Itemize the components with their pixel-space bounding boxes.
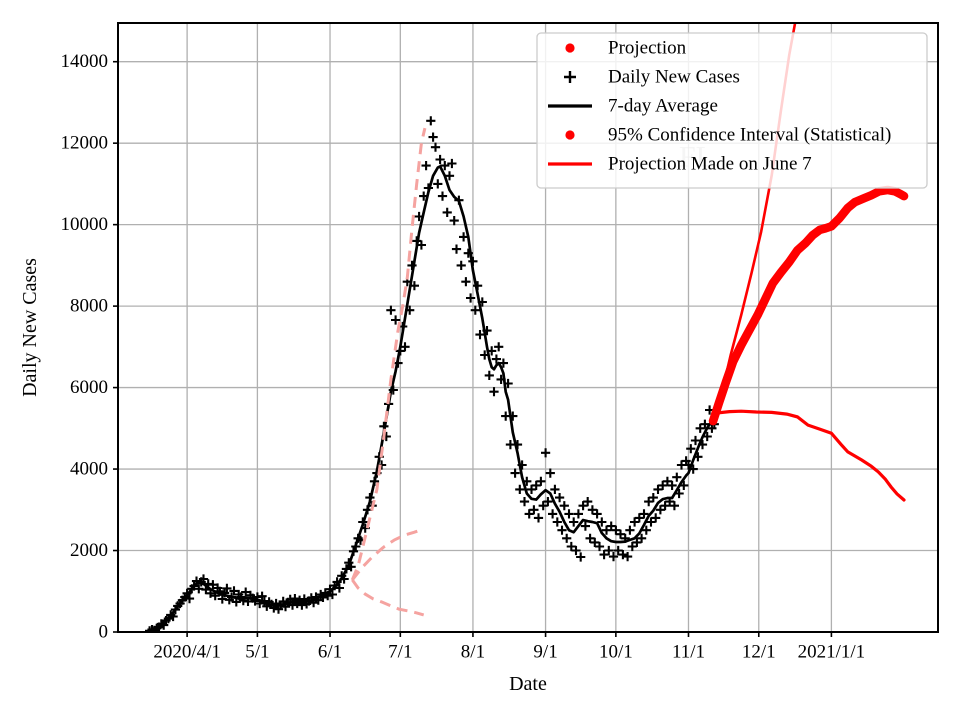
y-tick-label-5: 10000	[61, 214, 109, 235]
y-tick-label-6: 12000	[61, 133, 109, 154]
x-tick-label-2: 6/1	[318, 642, 342, 663]
legend-label-2: 7-day Average	[608, 96, 718, 117]
legend-dot-marker	[565, 130, 575, 140]
y-tick-label-1: 2000	[70, 540, 108, 561]
x-tick-label-5: 9/1	[533, 642, 557, 663]
ci-lower-line	[711, 409, 906, 502]
june7-projection-mid-line	[351, 527, 425, 581]
x-tick-label-6: 10/1	[599, 642, 633, 663]
y-tick-label-2: 4000	[70, 459, 108, 480]
legend-label-3: 95% Confidence Interval (Statistical)	[608, 125, 891, 146]
legend-entry-0: Projection	[565, 38, 687, 59]
legend-label-0: Projection	[608, 38, 687, 59]
legend-entry-4: Projection Made on June 7	[548, 154, 812, 175]
x-tick-label-7: 11/1	[672, 642, 705, 663]
axes-frame	[117, 22, 939, 633]
plot-area	[145, 23, 909, 632]
tick-labels: 2020/4/1 5/1 6/1 7/1 8/1 9/1 10/1 11/1 12/1 2021/…	[61, 51, 866, 662]
legend-entry-3: 95% Confidence Interval (Statistical)	[565, 125, 891, 146]
legend-label-4: Projection Made on June 7	[608, 154, 812, 175]
x-tick-label-8: 12/1	[742, 642, 776, 663]
x-tick-label-3: 7/1	[388, 642, 412, 663]
x-tick-label-0: 2020/4/1	[153, 642, 221, 663]
legend-label-1: Daily New Cases	[608, 67, 740, 88]
x-axis-label: Date	[509, 673, 547, 695]
tick-marks	[113, 60, 833, 637]
legend-entry-2: 7-day Average	[548, 96, 718, 117]
y-axis-label: Daily New Cases	[19, 258, 41, 397]
legend-plus-marker	[564, 71, 576, 83]
seven-day-average-line	[149, 165, 714, 632]
legend-dot-marker	[565, 43, 575, 53]
y-tick-label-3: 6000	[70, 377, 108, 398]
y-tick-label-0: 0	[99, 622, 109, 643]
y-tick-label-4: 8000	[70, 296, 108, 317]
legend-entry-1: Daily New Cases	[564, 67, 740, 88]
x-tick-label-9: 2021/1/1	[798, 642, 866, 663]
legend: Projection Daily New Cases 7-day Average 95…	[536, 32, 928, 189]
x-tick-label-4: 8/1	[461, 642, 485, 663]
x-tick-label-1: 5/1	[245, 642, 269, 663]
projection-line	[708, 185, 909, 426]
june7-projection-lower-line	[351, 579, 425, 617]
legend-box	[536, 32, 928, 189]
y-tick-label-7: 14000	[61, 51, 109, 72]
june7-projection-upper-line	[350, 127, 427, 581]
